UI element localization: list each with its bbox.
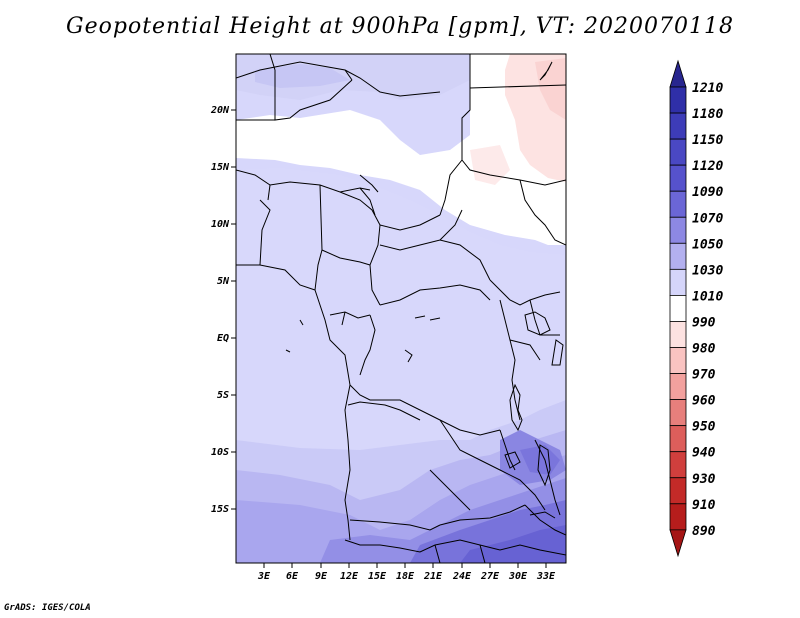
- colorbar-swatch: [669, 503, 687, 531]
- colorbar-level-label: 1120: [692, 159, 723, 174]
- colorbar-swatch: [669, 425, 687, 453]
- colorbar-level-label: 950: [692, 420, 716, 435]
- colorbar-level-label: 1070: [692, 211, 723, 226]
- colorbar-level-label: 1030: [692, 263, 723, 278]
- lat-label-15s: 15S: [211, 504, 229, 515]
- colorbar-top-arrow: [669, 59, 687, 88]
- lat-label-5s: 5S: [217, 390, 229, 401]
- lon-label-15e: 15E: [368, 571, 387, 582]
- colorbar-level-label: 1150: [692, 133, 723, 148]
- lat-label-10n: 10N: [211, 219, 230, 230]
- lat-label-eq: EQ: [217, 333, 229, 344]
- lon-label-9e: 9E: [315, 571, 328, 582]
- colorbar-swatch: [669, 138, 687, 166]
- colorbar-swatch: [669, 268, 687, 296]
- map-title: Geopotential Height at 900hPa [gpm], VT:…: [66, 14, 734, 39]
- colorbar-level-label: 960: [692, 394, 716, 409]
- lon-label-18e: 18E: [396, 571, 415, 582]
- colorbar-swatch: [669, 112, 687, 140]
- lat-label-15n: 15N: [211, 162, 230, 173]
- colorbar-level-label: 1090: [692, 185, 723, 200]
- height-field: [236, 54, 566, 563]
- colorbar-swatch: [669, 477, 687, 505]
- lon-label-3e: 3E: [257, 571, 271, 582]
- colorbar-swatch: [669, 242, 687, 270]
- lon-label-30e: 30E: [508, 571, 528, 582]
- colorbar-swatch: [669, 164, 687, 192]
- colorbar-swatch: [669, 294, 687, 322]
- colorbar-swatch: [669, 216, 687, 244]
- colorbar-level-label: 1180: [692, 107, 723, 122]
- colorbar-bottom-arrow: [669, 529, 687, 558]
- lon-label-6e: 6E: [286, 571, 299, 582]
- map-frame: [235, 53, 567, 564]
- colorbar-level-label: 1210: [692, 81, 723, 96]
- country-borders: [236, 54, 566, 563]
- colorbar-level-label: 930: [692, 472, 716, 487]
- colorbar-swatch: [669, 373, 687, 400]
- colorbar-level-label: 890: [692, 524, 716, 539]
- credit-label: GrADS: IGES/COLA: [4, 603, 91, 613]
- lon-label-27e: 27E: [480, 571, 500, 582]
- colorbar-level-label: 970: [692, 368, 716, 383]
- colorbar-swatch: [669, 347, 687, 374]
- longitude-axis: 3E 6E 9E 12E 15E 18E 21E 24E 27E 30E 33E: [257, 563, 556, 582]
- lon-label-12e: 12E: [340, 571, 359, 582]
- map-panel: 20N 15N 10N 5N EQ 5S 10S 15S 3E 6E 9E 12…: [210, 53, 567, 582]
- lon-label-21e: 21E: [423, 571, 443, 582]
- colorbar-swatch: [669, 399, 687, 427]
- lat-label-20n: 20N: [210, 105, 230, 116]
- colorbar-level-label: 910: [692, 498, 716, 513]
- lon-label-33e: 33E: [536, 571, 556, 582]
- colorbar-swatch: [669, 86, 687, 114]
- latitude-axis: 20N 15N 10N 5N EQ 5S 10S 15S: [210, 105, 236, 515]
- colorbar-level-label: 990: [692, 315, 716, 330]
- colorbar-level-label: 940: [692, 446, 716, 461]
- colorbar-level-label: 1050: [692, 237, 723, 252]
- lat-label-5n: 5N: [217, 276, 230, 287]
- colorbar-swatch: [669, 321, 687, 348]
- colorbar-level-label: 980: [692, 342, 716, 357]
- lon-label-24e: 24E: [452, 571, 472, 582]
- colorbar: 1210 1180 1150 1120 1090 1070 1050 1030 1010 990 9…: [669, 59, 723, 558]
- lat-label-10s: 10S: [211, 447, 229, 458]
- colorbar-swatch: [669, 190, 687, 218]
- colorbar-level-label: 1010: [692, 289, 723, 304]
- colorbar-swatch: [669, 451, 687, 479]
